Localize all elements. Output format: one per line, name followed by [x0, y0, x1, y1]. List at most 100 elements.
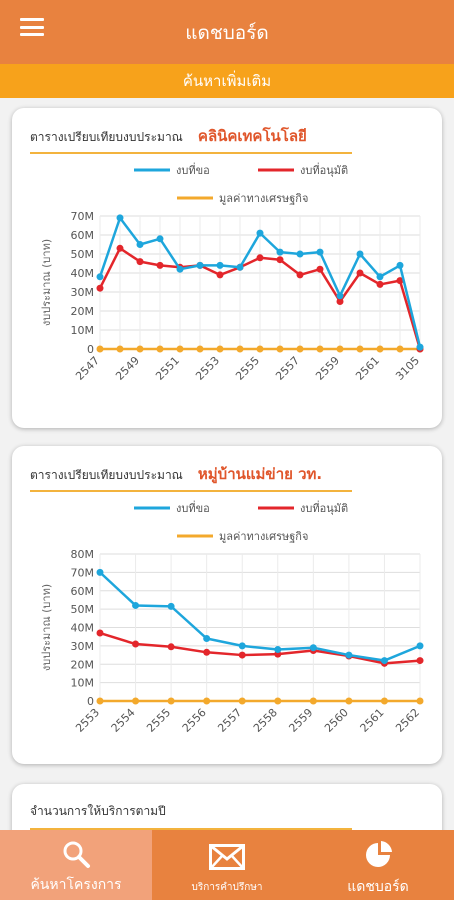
data-point: [236, 263, 244, 271]
title-underline: [30, 828, 352, 830]
data-point: [256, 254, 264, 262]
data-point: [96, 284, 104, 292]
data-point: [96, 568, 104, 576]
data-point: [416, 343, 424, 351]
y-tick-label: 30M: [71, 640, 95, 653]
data-point: [309, 697, 317, 705]
y-tick-label: 20M: [71, 305, 95, 318]
y-tick-label: 60M: [71, 229, 95, 242]
data-point: [238, 642, 246, 650]
nav-search-projects[interactable]: ค้นหาโครงการ: [0, 830, 152, 900]
data-point: [256, 229, 264, 237]
y-tick-label: 50M: [71, 248, 95, 261]
search-icon: [63, 841, 90, 868]
data-point: [203, 697, 211, 705]
y-tick-label: 40M: [71, 267, 95, 280]
data-point: [96, 629, 104, 637]
y-tick-label: 80M: [71, 548, 95, 561]
y-tick-label: 50M: [71, 603, 95, 616]
nav-dashboard[interactable]: แดชบอร์ด: [302, 830, 454, 900]
data-point: [376, 345, 384, 353]
legend-entry: งบที่อนุมัติ: [258, 500, 348, 515]
app-bar: แดชบอร์ด: [0, 0, 454, 64]
hamburger-menu-icon[interactable]: [20, 18, 44, 36]
budget-line-chart-2: งบที่ขอ งบที่อนุมัติมูลค่าทางเศรษฐกิจ 0 10M…: [40, 500, 424, 735]
x-tick-label: 2562: [393, 706, 422, 735]
data-point: [309, 644, 317, 652]
data-point: [380, 657, 388, 665]
data-point: [216, 271, 224, 279]
data-point: [238, 697, 246, 705]
data-point: [276, 248, 284, 256]
x-tick-label: 2561: [358, 706, 387, 735]
data-point: [336, 298, 344, 305]
data-point: [96, 697, 104, 705]
nav-consulting[interactable]: บริการคำปรึกษา: [152, 830, 302, 900]
data-point: [96, 345, 104, 353]
data-point: [356, 250, 364, 258]
data-point: [216, 345, 224, 353]
x-tick-label: 2549: [113, 354, 142, 383]
data-point: [396, 261, 404, 269]
data-point: [156, 345, 164, 353]
data-point: [416, 642, 424, 650]
x-tick-label: 2557: [273, 354, 302, 383]
data-point: [156, 235, 164, 243]
card-header: ตารางเปรียบเทียบงบประมาณ หมู่บ้านแม่ข่าย…: [30, 462, 424, 486]
data-point: [167, 697, 175, 705]
chart-subtitle: หมู่บ้านแม่ข่าย วท.: [197, 465, 323, 483]
data-point: [345, 651, 353, 659]
data-point: [376, 273, 384, 281]
x-tick-label: 2553: [193, 354, 222, 383]
y-axis-label: งบประมาณ (บาท): [40, 584, 53, 671]
x-tick-label: 2556: [180, 706, 209, 735]
data-point: [167, 602, 175, 610]
x-tick-label: 3105: [393, 354, 422, 383]
data-point: [203, 635, 211, 643]
y-tick-label: 20M: [71, 658, 95, 671]
budget-chart-card-1: ตารางเปรียบเทียบงบประมาณ คลินิคเทคโนโลยี…: [12, 108, 442, 428]
data-point: [274, 697, 282, 705]
data-point: [256, 345, 264, 353]
y-tick-label: 10M: [71, 324, 95, 337]
series-line: [99, 631, 421, 665]
data-point: [132, 697, 140, 705]
data-point: [238, 651, 246, 659]
x-tick-label: 2555: [144, 706, 173, 735]
chart-title: ตารางเปรียบเทียบงบประมาณ: [30, 130, 183, 144]
data-point: [380, 697, 388, 705]
legend-entry: มูลค่าทางเศรษฐกิจ: [177, 192, 308, 205]
x-tick-label: 2551: [153, 354, 182, 383]
x-tick-label: 2554: [109, 706, 138, 735]
data-point: [216, 261, 224, 269]
bottom-navigation: ค้นหาโครงการ บริการคำปรึกษา แดชบอร์ด: [0, 830, 454, 900]
data-point: [396, 277, 404, 285]
envelope-icon: [209, 844, 245, 870]
x-tick-label: 2555: [233, 354, 262, 383]
budget-chart-card-2: ตารางเปรียบเทียบงบประมาณ หมู่บ้านแม่ข่าย…: [12, 446, 442, 764]
y-tick-label: 0: [87, 343, 94, 356]
more-search-button[interactable]: ค้นหาเพิ่มเติม: [0, 64, 454, 98]
card-header: จำนวนการให้บริการตามปี: [30, 800, 424, 824]
data-point: [116, 214, 124, 222]
data-point: [176, 265, 184, 273]
data-point: [132, 601, 140, 609]
data-point: [296, 271, 304, 279]
legend-label: งบที่ขอ: [176, 162, 210, 177]
data-point: [356, 345, 364, 353]
title-underline: [30, 152, 352, 154]
chart-subtitle: คลินิคเทคโนโลยี: [197, 127, 307, 145]
data-point: [116, 244, 124, 252]
x-tick-label: 2547: [73, 354, 102, 383]
nav-label: แดชบอร์ด: [347, 879, 409, 895]
chart-title: จำนวนการให้บริการตามปี: [30, 804, 166, 818]
y-tick-label: 10M: [71, 677, 95, 690]
x-tick-label: 2560: [322, 706, 351, 735]
y-tick-label: 70M: [71, 566, 95, 579]
data-point: [136, 241, 144, 248]
data-point: [132, 640, 140, 648]
legend-entry: งบที่ขอ: [134, 162, 210, 177]
chart-title: ตารางเปรียบเทียบงบประมาณ: [30, 468, 183, 482]
data-point: [396, 345, 404, 353]
y-axis-label: งบประมาณ (บาท): [40, 239, 53, 326]
